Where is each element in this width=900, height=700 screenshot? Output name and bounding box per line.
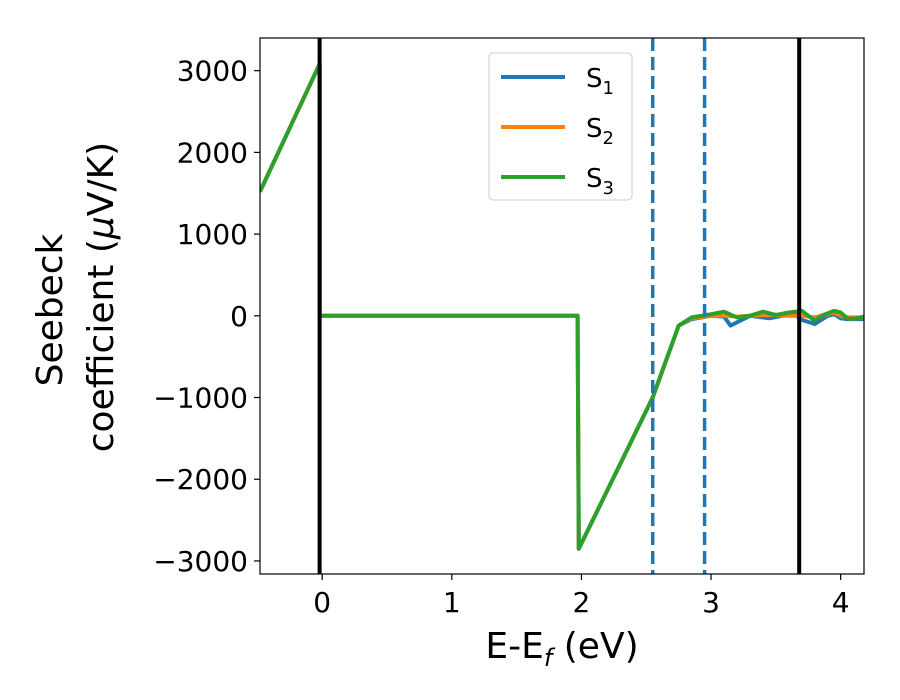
y-tick-label: 1000 xyxy=(177,218,248,251)
y-tick-label: 2000 xyxy=(177,136,248,169)
y-tick-label: 0 xyxy=(230,300,248,333)
plot-area xyxy=(260,38,864,574)
series-line-3 xyxy=(260,62,864,551)
x-tick-label: 4 xyxy=(832,586,850,619)
legend-label-2: S2 xyxy=(586,114,614,149)
legend-label-3: S3 xyxy=(586,164,614,199)
plot-frame xyxy=(259,37,865,575)
y-axis: −3000 −2000 −1000 0 1000 2000 3000 xyxy=(153,55,260,578)
x-tick-label: 1 xyxy=(443,586,461,619)
x-tick-label: 2 xyxy=(573,586,591,619)
x-axis-title: E-Ef (eV) xyxy=(485,626,638,672)
x-axis: 0 1 2 3 4 xyxy=(313,574,850,619)
x-tick-label: 3 xyxy=(702,586,720,619)
y-axis-title-line2: coefficient (μV/K) xyxy=(81,142,122,452)
y-tick-label: −2000 xyxy=(153,463,248,496)
x-tick-label: 0 xyxy=(313,586,331,619)
legend: S1 S2 S3 xyxy=(488,52,633,201)
y-tick-label: −1000 xyxy=(153,382,248,415)
y-axis-title-line1: Seebeck xyxy=(30,233,71,386)
y-tick-label: −3000 xyxy=(153,545,248,578)
y-tick-label: 3000 xyxy=(177,55,248,88)
legend-label-1: S1 xyxy=(586,64,614,99)
